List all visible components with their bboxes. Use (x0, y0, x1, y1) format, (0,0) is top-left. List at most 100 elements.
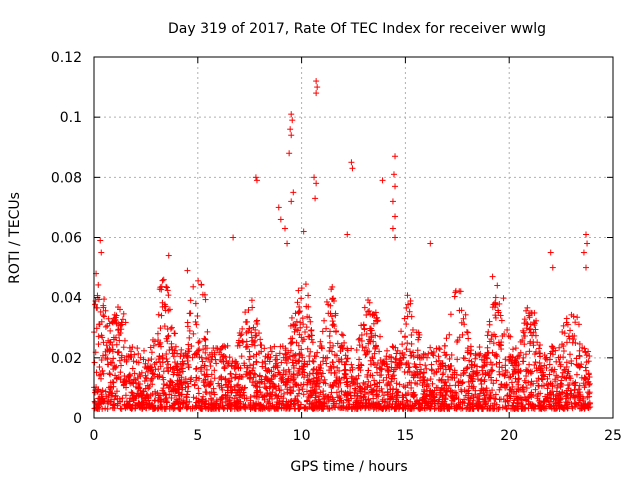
data-point (442, 352, 449, 359)
data-point (287, 126, 294, 133)
data-point (202, 296, 209, 303)
data-point (119, 316, 126, 323)
data-point (154, 330, 161, 337)
data-point (191, 382, 198, 389)
data-point (512, 345, 519, 352)
data-point (295, 342, 302, 349)
data-point (236, 342, 243, 349)
data-point (404, 340, 411, 347)
data-point (414, 347, 421, 354)
x-tick-label: 20 (500, 428, 518, 444)
data-point (159, 374, 166, 381)
data-point (349, 165, 356, 172)
data-point (156, 358, 163, 365)
data-point (243, 319, 250, 326)
data-point (370, 320, 377, 327)
data-point (299, 315, 306, 322)
data-point (342, 361, 349, 368)
data-point (107, 327, 114, 334)
data-point (389, 225, 396, 232)
data-point (254, 387, 261, 394)
data-point (582, 364, 589, 371)
data-point (195, 347, 202, 354)
data-point (535, 382, 542, 389)
data-point (493, 377, 500, 384)
data-point (490, 380, 497, 387)
data-point (97, 237, 104, 244)
data-point (166, 347, 173, 354)
data-point (286, 150, 293, 157)
data-point (569, 405, 576, 412)
data-point (250, 353, 257, 360)
data-point (374, 391, 381, 398)
data-point (185, 383, 192, 390)
data-point (585, 358, 592, 365)
data-point (563, 359, 570, 366)
data-point (320, 388, 327, 395)
data-point (186, 310, 193, 317)
data-point (486, 321, 493, 328)
data-point (374, 369, 381, 376)
data-point (95, 281, 102, 288)
y-tick-label: 0.04 (51, 291, 82, 307)
data-point (340, 332, 347, 339)
data-point (566, 351, 573, 358)
data-point (321, 376, 328, 383)
data-point (190, 283, 197, 290)
data-point (532, 386, 539, 393)
data-point (344, 347, 351, 354)
data-point (159, 277, 166, 284)
data-point (297, 319, 304, 326)
data-point (585, 348, 592, 355)
data-point (426, 405, 433, 412)
data-point (185, 364, 192, 371)
data-point (100, 370, 107, 377)
data-point (92, 298, 99, 305)
data-point (353, 375, 360, 382)
data-point (448, 351, 455, 358)
data-point (568, 311, 575, 318)
data-point (288, 314, 295, 321)
data-point (503, 405, 510, 412)
data-point (102, 323, 109, 330)
chart-title: Day 319 of 2017, Rate Of TEC Index for r… (168, 21, 546, 37)
data-point (165, 361, 172, 368)
data-point (413, 364, 420, 371)
data-point (107, 379, 114, 386)
data-point (433, 358, 440, 365)
data-point (549, 264, 556, 271)
data-point (118, 326, 125, 333)
data-point (567, 327, 574, 334)
data-point (328, 389, 335, 396)
data-point (235, 337, 242, 344)
data-point (141, 347, 148, 354)
data-point (329, 382, 336, 389)
data-point (348, 159, 355, 166)
data-point (460, 354, 467, 361)
data-point (226, 378, 233, 385)
data-point (109, 359, 116, 366)
data-point (195, 277, 202, 284)
data-point (171, 330, 178, 337)
data-point (128, 389, 135, 396)
data-point (446, 331, 453, 338)
data-point (490, 340, 497, 347)
data-point (198, 281, 205, 288)
data-point (407, 348, 414, 355)
data-point (105, 315, 112, 322)
data-point (342, 352, 349, 359)
data-point (106, 370, 113, 377)
x-tick-labels: 0 5 10 15 20 25 (90, 428, 622, 444)
data-point (575, 386, 582, 393)
data-point (249, 304, 256, 311)
data-point (402, 333, 409, 340)
data-point (401, 315, 408, 322)
data-point (246, 348, 253, 355)
data-point (396, 381, 403, 388)
data-point (160, 368, 167, 375)
data-point (314, 349, 321, 356)
data-point (130, 376, 137, 383)
data-point (165, 292, 172, 299)
data-point (464, 349, 471, 356)
